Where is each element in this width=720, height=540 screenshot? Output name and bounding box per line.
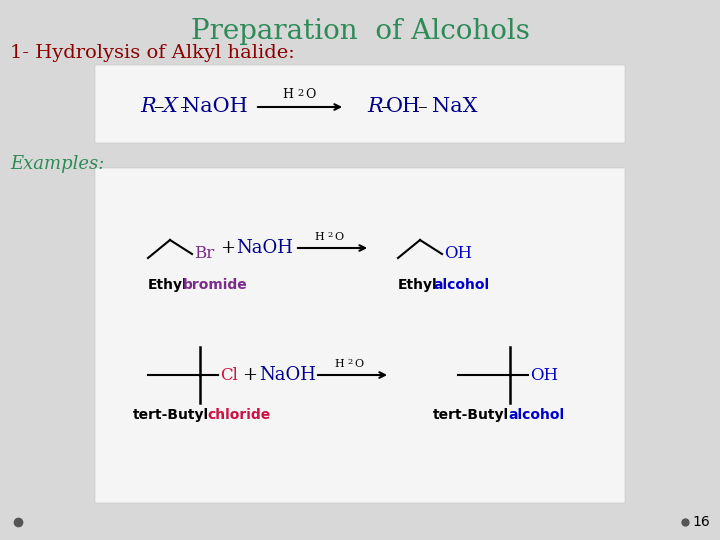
Text: NaOH: NaOH xyxy=(182,98,248,117)
Text: +: + xyxy=(220,239,235,257)
Text: Ethyl: Ethyl xyxy=(398,278,438,292)
Text: NaOH: NaOH xyxy=(237,239,294,257)
Text: O: O xyxy=(334,232,343,242)
Text: tert-Butyl: tert-Butyl xyxy=(133,408,209,422)
Text: alcohol: alcohol xyxy=(433,278,489,292)
Text: –: – xyxy=(179,98,189,116)
Text: Ethyl: Ethyl xyxy=(148,278,188,292)
Text: NaX: NaX xyxy=(432,98,478,117)
Text: Examples:: Examples: xyxy=(10,155,104,173)
Text: 16: 16 xyxy=(692,515,710,529)
Text: R: R xyxy=(140,98,156,117)
Text: –: – xyxy=(380,98,390,117)
Text: chloride: chloride xyxy=(207,408,270,422)
Text: H: H xyxy=(282,89,293,102)
Text: Cl: Cl xyxy=(220,367,238,383)
Text: O: O xyxy=(305,89,315,102)
Text: alcohol: alcohol xyxy=(508,408,564,422)
Text: 1- Hydrolysis of Alkyl halide:: 1- Hydrolysis of Alkyl halide: xyxy=(10,44,294,62)
Text: OH: OH xyxy=(444,245,472,261)
Bar xyxy=(95,65,625,143)
Text: X: X xyxy=(163,98,177,117)
Text: OH: OH xyxy=(385,98,420,117)
Text: 2: 2 xyxy=(347,358,352,366)
Text: NaOH: NaOH xyxy=(260,366,316,384)
Text: OH: OH xyxy=(530,367,558,383)
Text: 2: 2 xyxy=(297,89,303,98)
Text: O: O xyxy=(354,359,363,369)
Text: Preparation  of Alcohols: Preparation of Alcohols xyxy=(191,18,529,45)
Text: –: – xyxy=(153,98,163,117)
Text: bromide: bromide xyxy=(183,278,248,292)
Text: tert-Butyl: tert-Butyl xyxy=(433,408,509,422)
Text: –: – xyxy=(417,98,427,116)
Text: 2: 2 xyxy=(327,231,332,239)
Text: R: R xyxy=(367,98,383,117)
Bar xyxy=(95,168,625,503)
Text: Br: Br xyxy=(194,245,215,261)
Text: +: + xyxy=(243,366,258,384)
Text: H: H xyxy=(334,359,344,369)
Text: H: H xyxy=(314,232,324,242)
